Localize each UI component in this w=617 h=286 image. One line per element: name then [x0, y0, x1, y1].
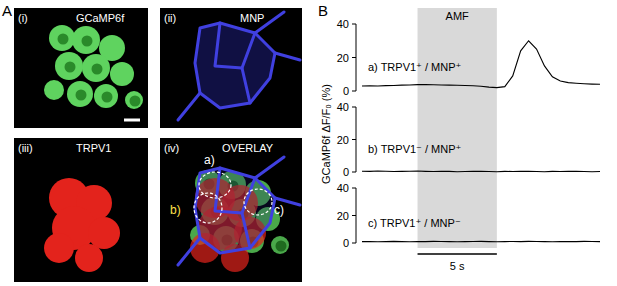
cell [94, 84, 118, 108]
image-title: OVERLAY [222, 142, 274, 154]
mnp-signal [178, 93, 200, 120]
mnp-signal [195, 23, 275, 108]
image-background [14, 138, 148, 282]
nucleus [130, 96, 141, 107]
roi-outline [194, 193, 222, 223]
series-label: c) TRPV1⁺ / MNP⁻ [368, 217, 461, 229]
y-tick-label: 0 [343, 85, 349, 97]
nucleus [76, 90, 87, 101]
y-tick [352, 172, 356, 173]
mnp-signal [178, 238, 200, 265]
y-tick [352, 243, 356, 244]
cell [72, 26, 100, 54]
image-background [14, 8, 148, 128]
trpv1-signal [75, 244, 103, 272]
plot-area [362, 41, 600, 88]
panel-label: B [318, 2, 328, 19]
roi-label: b) [170, 203, 181, 217]
image-title: TRPV1 [76, 142, 111, 154]
mnp-signal [255, 157, 284, 178]
mnp-signal [242, 68, 250, 103]
y-tick-label: 0 [343, 166, 349, 178]
roi-label: c) [274, 203, 284, 217]
time-scale-bar [418, 253, 497, 255]
trace [362, 170, 600, 172]
mnp-signal [215, 23, 255, 68]
mnp-signal [242, 213, 250, 248]
y-tick-label: 40 [337, 182, 349, 194]
plot-area [362, 171, 600, 173]
y-tick [352, 107, 356, 108]
y-tick [352, 188, 356, 189]
mnp-signal [195, 168, 275, 253]
image-title: MNP [240, 12, 264, 24]
image-label: (ii) [164, 12, 176, 24]
roi-outline [199, 172, 231, 198]
mnp-signal [215, 168, 255, 213]
nucleus [276, 241, 287, 252]
y-tick-label: 40 [337, 18, 349, 30]
mnp-signal [275, 53, 300, 60]
cell [49, 25, 75, 51]
panel-label: A [2, 2, 12, 19]
stimulus-window [418, 8, 497, 248]
nucleus [102, 92, 113, 103]
image-background [160, 138, 302, 282]
micrograph: (iii) TRPV1 [14, 138, 148, 282]
nucleus [92, 64, 103, 75]
trpv1-signal [44, 233, 74, 263]
cell [82, 54, 110, 82]
trace [362, 41, 600, 88]
micrograph: (ii) MNP [160, 8, 302, 128]
cell [125, 91, 143, 109]
y-tick-label: 20 [337, 210, 349, 222]
figure: A B (i) GCaMP6f (ii) MNP (iii) TRPV1 a) b) c) (iv) O… [0, 0, 617, 286]
y-tick [352, 57, 356, 58]
cell [110, 62, 134, 86]
y-tick-label: 20 [337, 134, 349, 146]
y-tick [352, 139, 356, 140]
cell [55, 52, 83, 80]
roi-outline [244, 189, 272, 215]
nucleus [58, 34, 69, 45]
stimulus-label: AMF [446, 10, 470, 22]
y-axis-label: GCaMP6f ΔF/F₀ (%) [320, 84, 332, 184]
plot-area [362, 241, 600, 242]
image-title: GCaMP6f [76, 12, 125, 24]
series-label: b) TRPV1⁻ / MNP⁺ [368, 143, 462, 155]
image-label: (i) [18, 12, 28, 24]
cell [271, 236, 289, 254]
y-tick [352, 91, 356, 92]
micrograph: a) b) c) (iv) OVERLAY [160, 138, 302, 282]
cell [44, 80, 64, 100]
scale-bar-label: 5 s [450, 260, 465, 272]
image-label: (iii) [18, 142, 33, 154]
image-background [160, 8, 302, 128]
y-tick-label: 0 [343, 237, 349, 249]
trpv1-signal [88, 217, 120, 249]
scale-bar [124, 119, 140, 122]
micrograph: (i) GCaMP6f [14, 8, 148, 128]
image-label: (iv) [164, 142, 179, 154]
y-tick-label: 20 [337, 52, 349, 64]
y-tick-label: 40 [337, 101, 349, 113]
y-tick [352, 24, 356, 25]
roi-label: a) [204, 153, 215, 167]
cell [67, 81, 93, 107]
series-label: a) TRPV1⁺ / MNP⁺ [368, 61, 462, 73]
nucleus [82, 36, 93, 47]
nucleus [65, 62, 76, 73]
y-tick [352, 215, 356, 216]
trace [362, 241, 600, 243]
